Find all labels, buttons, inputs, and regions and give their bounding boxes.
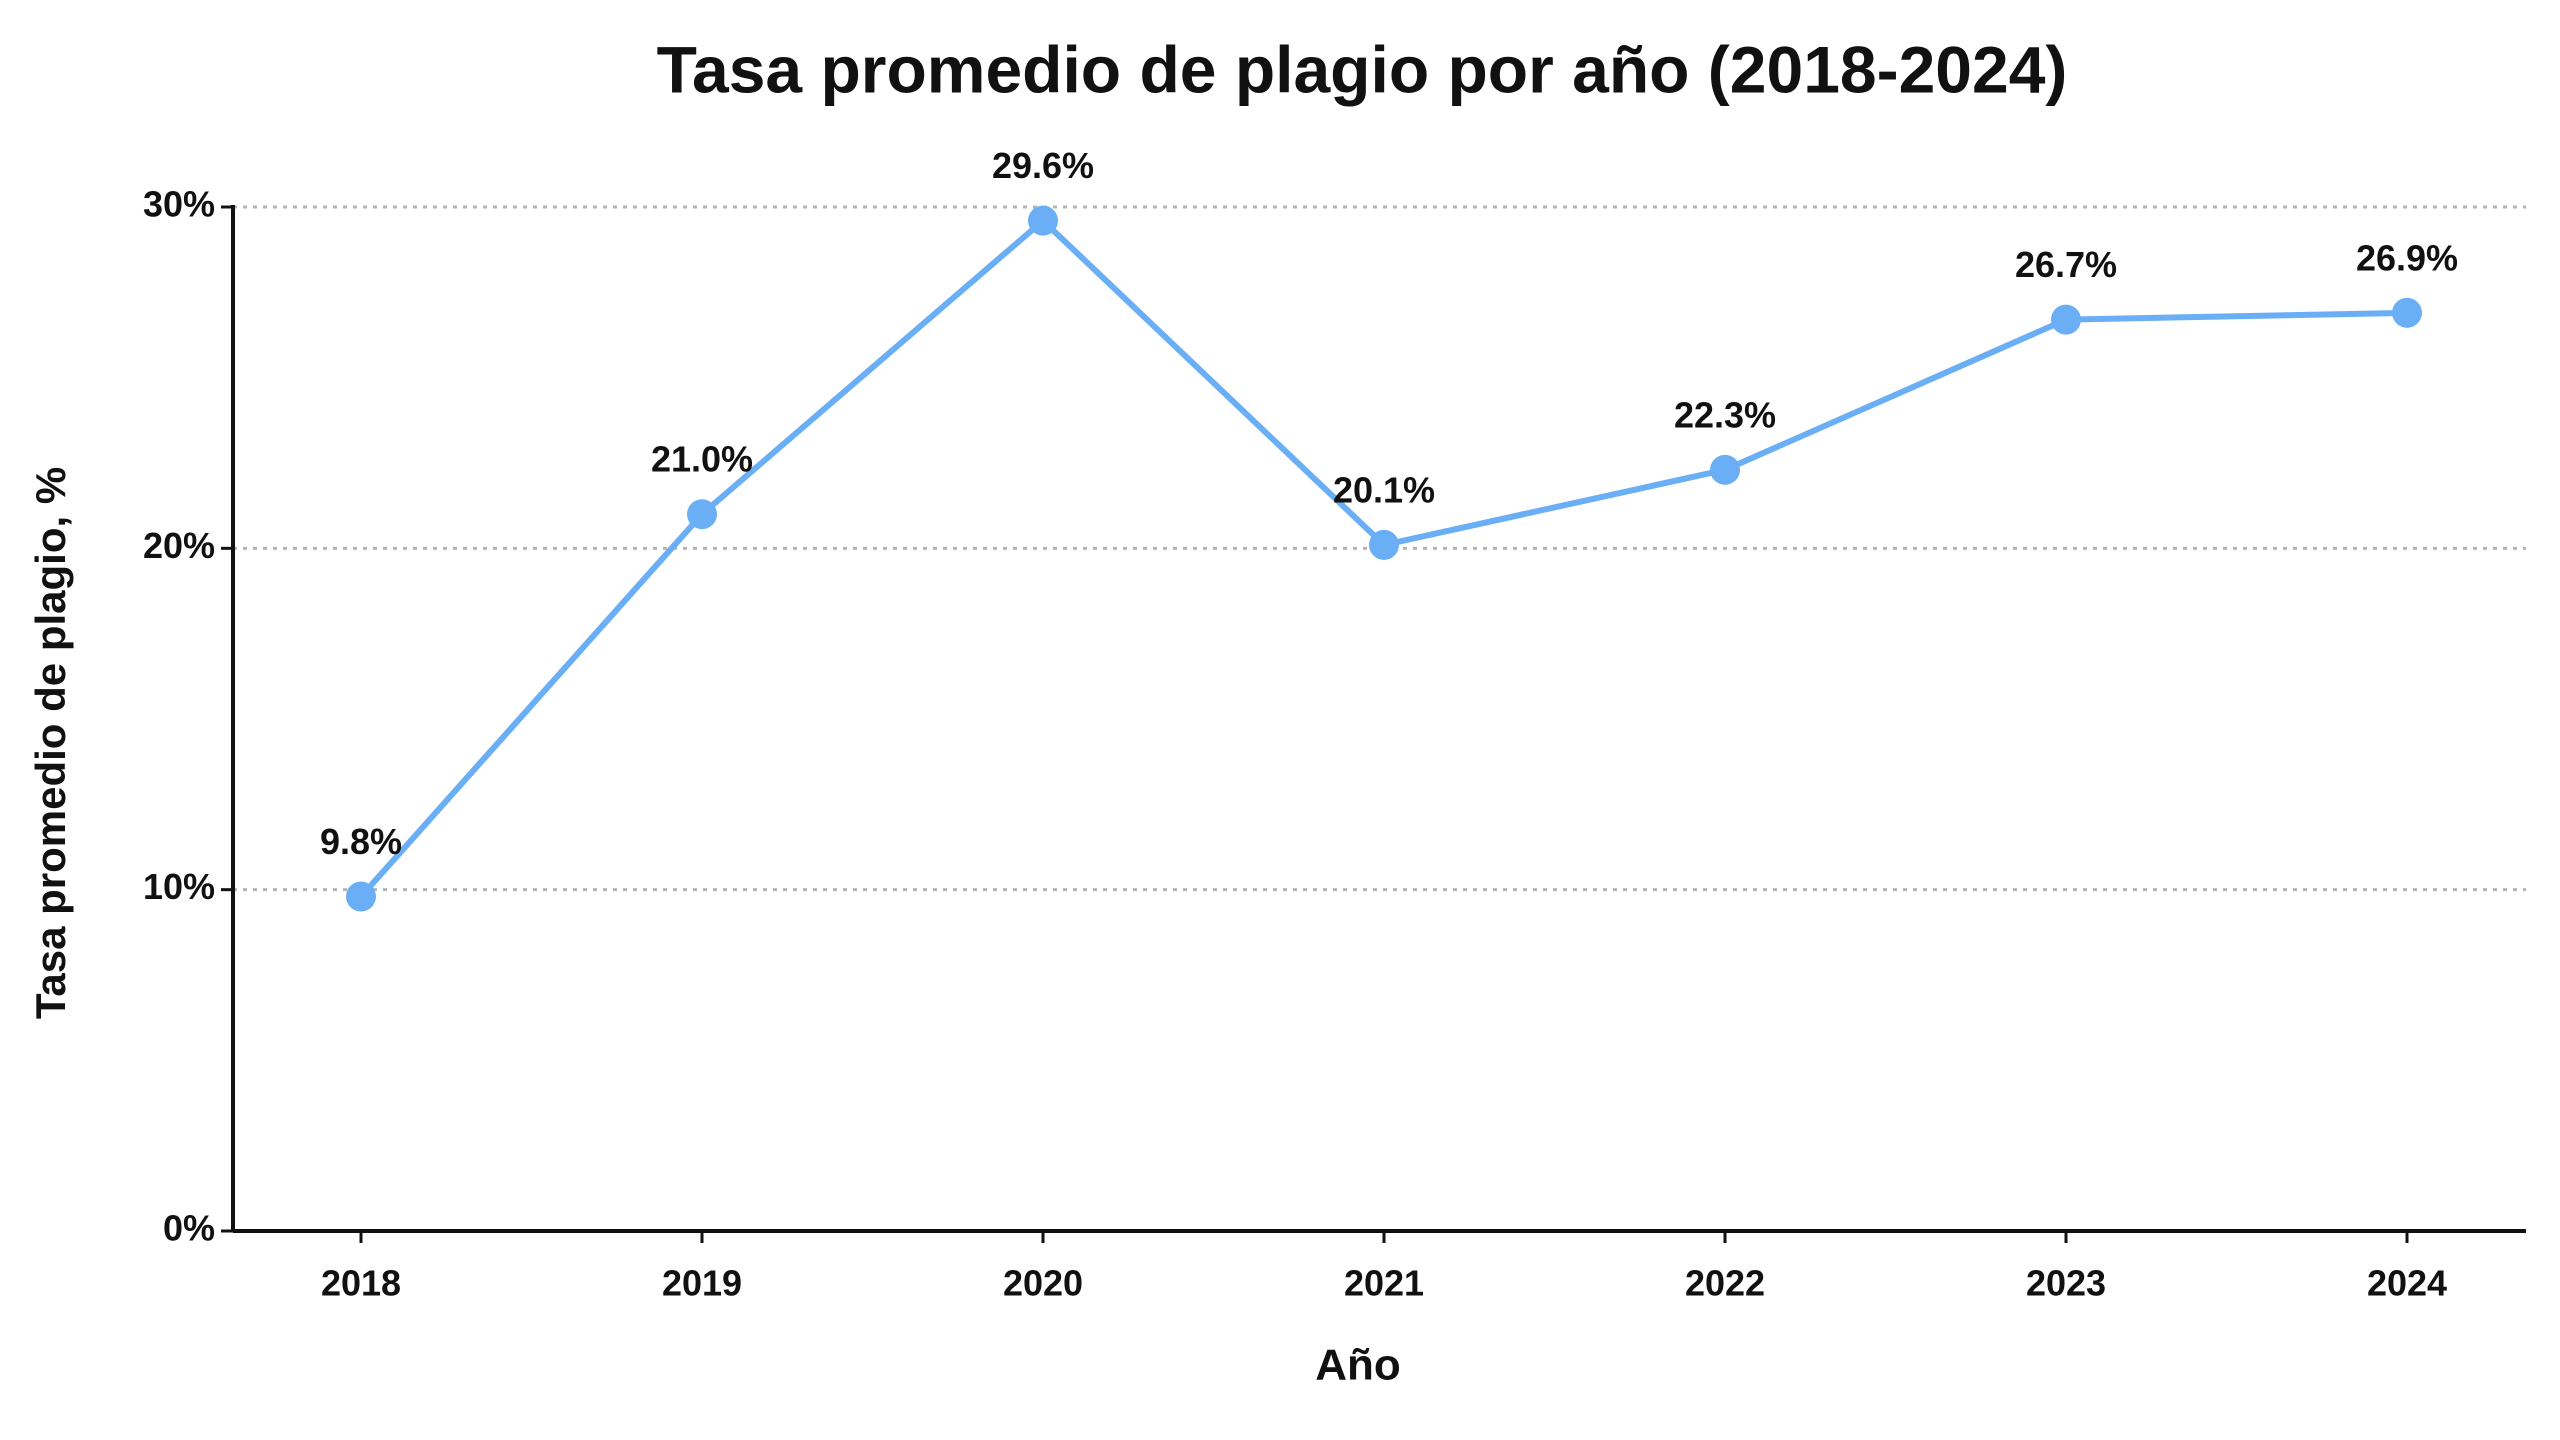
value-label: 22.3% xyxy=(1674,394,1776,435)
point xyxy=(2051,304,2081,335)
point xyxy=(346,881,376,912)
y-tick-label: 10% xyxy=(143,866,215,907)
point xyxy=(1028,205,1058,236)
x-tick-label: 2021 xyxy=(1344,1263,1424,1304)
point xyxy=(1710,454,1740,485)
x-tick-label: 2024 xyxy=(2367,1263,2447,1304)
value-label: 9.8% xyxy=(320,821,402,862)
x-tick-label: 2020 xyxy=(1003,1263,1083,1304)
y-tick-label: 30% xyxy=(143,184,215,225)
x-tick-label: 2018 xyxy=(321,1263,401,1304)
value-label: 29.6% xyxy=(992,145,1094,186)
point xyxy=(2392,297,2422,328)
x-tick-label: 2023 xyxy=(2026,1263,2106,1304)
y-axis-title: Tasa promedio de plagio, % xyxy=(27,467,74,1019)
point xyxy=(687,499,717,530)
value-label: 26.9% xyxy=(2356,237,2458,278)
point xyxy=(1369,529,1399,560)
x-axis-title: Año xyxy=(1315,1341,1401,1390)
chart-title: Tasa promedio de plagio por año (2018-20… xyxy=(657,32,2068,106)
value-label: 26.7% xyxy=(2015,244,2117,285)
y-tick-label: 20% xyxy=(143,525,215,566)
value-label: 21.0% xyxy=(651,439,753,480)
x-tick-label: 2019 xyxy=(662,1263,742,1304)
y-tick-label: 0% xyxy=(163,1208,215,1249)
x-tick-label: 2022 xyxy=(1685,1263,1765,1304)
value-label: 20.1% xyxy=(1333,469,1435,510)
